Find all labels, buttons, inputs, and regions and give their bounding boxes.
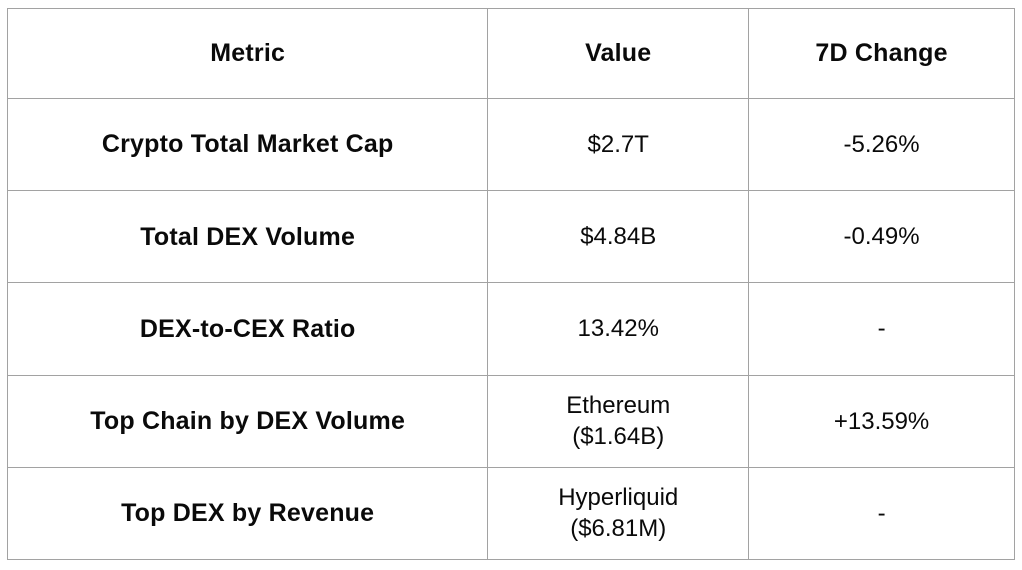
value-cell: $4.84B (487, 190, 750, 284)
column-header-metric: Metric (6, 8, 489, 99)
metric-cell: DEX-to-CEX Ratio (6, 282, 489, 376)
change-cell: -0.49% (748, 190, 1015, 284)
table-row: DEX-to-CEX Ratio 13.42% - (6, 282, 1015, 376)
change-cell: -5.26% (748, 97, 1015, 192)
metric-cell: Top Chain by DEX Volume (6, 374, 489, 468)
change-cell: - (748, 466, 1015, 561)
value-cell: Ethereum ($1.64B) (487, 374, 750, 468)
table-body: Crypto Total Market Cap $2.7T -5.26% Tot… (6, 97, 1015, 561)
metric-cell: Crypto Total Market Cap (6, 97, 489, 192)
change-cell: +13.59% (748, 374, 1015, 468)
metric-cell: Top DEX by Revenue (6, 466, 489, 561)
column-header-value: Value (487, 8, 750, 99)
change-cell: - (748, 282, 1015, 376)
metric-cell: Total DEX Volume (6, 190, 489, 284)
header-row: Metric Value 7D Change (6, 8, 1015, 99)
value-cell: Hyperliquid ($6.81M) (487, 466, 750, 561)
table-row: Total DEX Volume $4.84B -0.49% (6, 190, 1015, 284)
table-row: Top Chain by DEX Volume Ethereum ($1.64B… (6, 374, 1015, 468)
column-header-7d-change: 7D Change (748, 8, 1015, 99)
value-cell: 13.42% (487, 282, 750, 376)
metrics-table: Metric Value 7D Change Crypto Total Mark… (6, 8, 1015, 561)
table-row: Crypto Total Market Cap $2.7T -5.26% (6, 97, 1015, 192)
table-row: Top DEX by Revenue Hyperliquid ($6.81M) … (6, 466, 1015, 561)
value-cell: $2.7T (487, 97, 750, 192)
